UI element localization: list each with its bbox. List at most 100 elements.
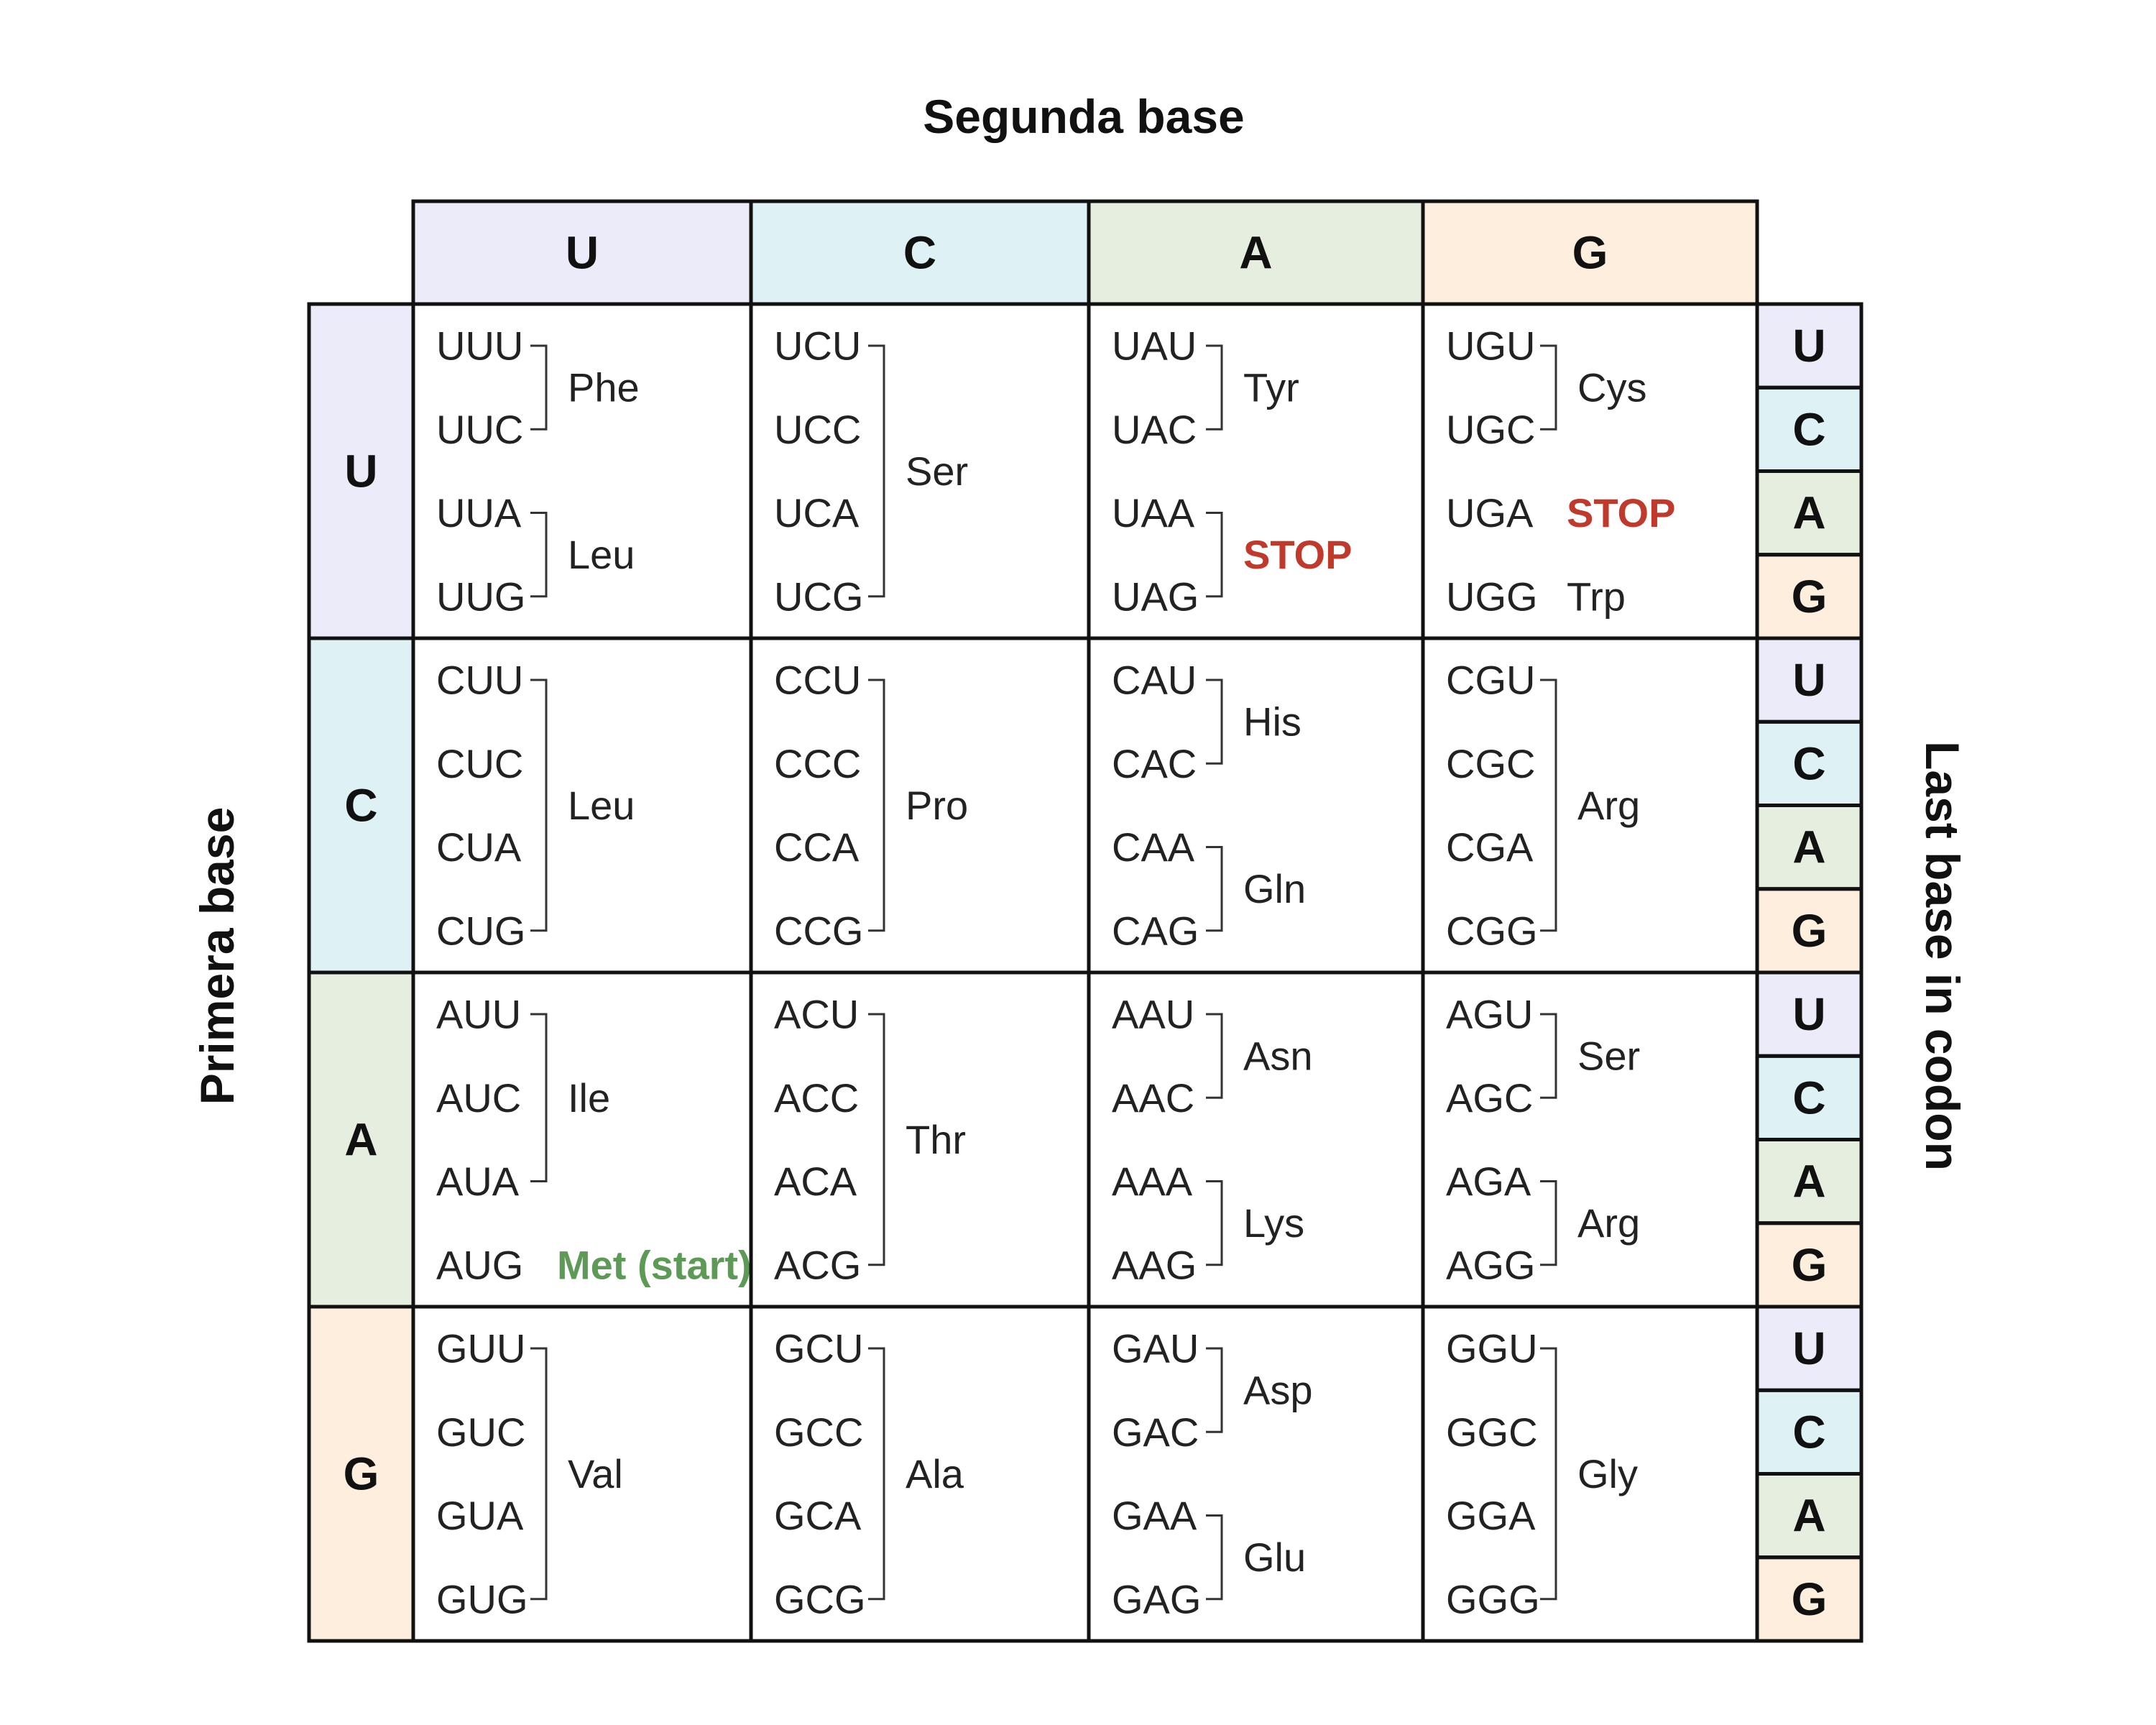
last-base-label-g: G: [1792, 571, 1828, 622]
last-base-cell-a: [1757, 1473, 1861, 1558]
first-base-title: Primera base: [190, 807, 244, 1105]
codon-group-bracket: [868, 1347, 885, 1601]
last-base-cell-u: [1757, 638, 1861, 722]
codon-ccg: CCG: [774, 908, 863, 953]
codon-ggu: GGU: [1446, 1326, 1538, 1371]
codon-gag: GAG: [1112, 1576, 1201, 1622]
codon-aac: AAC: [1112, 1075, 1194, 1121]
last-base-label-u: U: [1792, 654, 1825, 706]
codon-cac: CAC: [1112, 741, 1197, 786]
codon-group-bracket: [530, 1013, 548, 1182]
amino-acid-label: Trp: [1567, 574, 1626, 619]
codon-cgu: CGU: [1446, 658, 1535, 703]
first-base-label-g: G: [344, 1448, 379, 1500]
amino-acid-label: His: [1243, 699, 1302, 745]
amino-acid-label: Glu: [1243, 1535, 1306, 1580]
first-base-cell-g: [309, 1307, 413, 1641]
codon-cau: CAU: [1112, 658, 1197, 703]
last-base-cell-c: [1757, 1390, 1861, 1474]
amino-acid-label: Asn: [1243, 1034, 1313, 1079]
codon-group-bracket: [1540, 1347, 1557, 1601]
last-base-cell-a: [1757, 471, 1861, 555]
first-base-cell-u: [309, 304, 413, 638]
codon-cell-border: [1421, 1305, 1759, 1643]
second-base-cell-u: [413, 201, 751, 304]
last-base-cell-g: [1757, 1223, 1861, 1307]
codon-uga: UGA: [1446, 490, 1534, 535]
codon-cga: CGA: [1446, 824, 1534, 870]
codon-guc: GUC: [436, 1409, 525, 1455]
last-base-label-u: U: [1792, 320, 1825, 372]
codon-acc: ACC: [774, 1075, 859, 1121]
codon-cuu: CUU: [436, 658, 523, 703]
last-base-label-u: U: [1792, 988, 1825, 1040]
codon-aau: AAU: [1112, 992, 1194, 1037]
codon-agg: AGG: [1446, 1242, 1535, 1287]
amino-acid-label: Ser: [906, 448, 968, 494]
last-base-label-c: C: [1792, 1406, 1825, 1458]
amino-acid-label: Met (start): [557, 1242, 752, 1287]
codon-aug: AUG: [436, 1242, 523, 1287]
codon-gug: GUG: [436, 1576, 528, 1622]
second-base-cell-a: [1089, 201, 1423, 304]
codon-ugu: UGU: [1446, 323, 1535, 369]
amino-acid-label: STOP: [1243, 532, 1352, 577]
amino-acid-label: Ser: [1577, 1034, 1640, 1079]
amino-acid-label: Tyr: [1243, 365, 1299, 410]
codon-auc: AUC: [436, 1075, 521, 1121]
codon-ggg: GGG: [1446, 1576, 1540, 1622]
codon-group-bracket: [1206, 846, 1223, 932]
codon-group-bracket: [868, 678, 885, 932]
codon-cag: CAG: [1112, 908, 1199, 953]
codon-group-bracket: [530, 678, 548, 932]
codon-ugc: UGC: [1446, 407, 1535, 452]
codon-gga: GGA: [1446, 1493, 1536, 1538]
codon-ucg: UCG: [774, 574, 863, 619]
last-base-label-g: G: [1792, 1573, 1828, 1625]
codon-group-bracket: [1206, 512, 1223, 598]
amino-acid-label: Arg: [1577, 783, 1640, 828]
amino-acid-label: Pro: [906, 783, 968, 828]
codon-group-bracket: [1206, 344, 1223, 431]
last-base-cell-c: [1757, 387, 1861, 472]
codon-gau: GAU: [1112, 1326, 1199, 1371]
codon-group-bracket: [868, 344, 885, 598]
codon-ucu: UCU: [774, 323, 861, 369]
amino-acid-label: Leu: [568, 783, 635, 828]
first-base-label-c: C: [344, 780, 377, 832]
fill-layer: [309, 201, 1861, 1641]
codon-agc: AGC: [1446, 1075, 1533, 1121]
last-base-cell-g: [1757, 1557, 1861, 1641]
codon-cgc: CGC: [1446, 741, 1535, 786]
codon-gac: GAC: [1112, 1409, 1199, 1455]
amino-acid-label: STOP: [1567, 490, 1675, 535]
first-base-cell-c: [309, 638, 413, 972]
first-base-cell-a: [309, 972, 413, 1307]
second-base-cell-c: [751, 201, 1089, 304]
last-base-label-c: C: [1792, 1072, 1825, 1123]
amino-acid-label: Leu: [568, 532, 635, 577]
amino-acid-label: Gln: [1243, 866, 1306, 911]
amino-acid-label: Phe: [568, 365, 640, 410]
codon-aag: AAG: [1112, 1242, 1197, 1287]
amino-acid-label: Asp: [1243, 1368, 1313, 1413]
codon-aua: AUA: [436, 1159, 520, 1204]
codon-cgg: CGG: [1446, 908, 1538, 953]
amino-acid-label: Gly: [1577, 1451, 1638, 1496]
codon-group-bracket: [868, 1013, 885, 1266]
last-base-title: Last base in codon: [1916, 741, 1969, 1171]
last-base-label-g: G: [1792, 905, 1828, 957]
codon-uau: UAU: [1112, 323, 1197, 369]
last-base-label-a: A: [1792, 822, 1825, 873]
codon-group-bracket: [1206, 678, 1223, 765]
codon-uuc: UUC: [436, 407, 523, 452]
first-base-label-a: A: [344, 1114, 377, 1166]
codon-group-bracket: [530, 512, 548, 598]
last-base-cell-g: [1757, 888, 1861, 972]
codon-group-bracket: [1540, 1013, 1557, 1099]
second-base-label-a: A: [1239, 227, 1272, 279]
codon-agu: AGU: [1446, 992, 1533, 1037]
codon-guu: GUU: [436, 1326, 525, 1371]
codon-cuc: CUC: [436, 741, 523, 786]
codon-group-bracket: [1206, 1013, 1223, 1099]
